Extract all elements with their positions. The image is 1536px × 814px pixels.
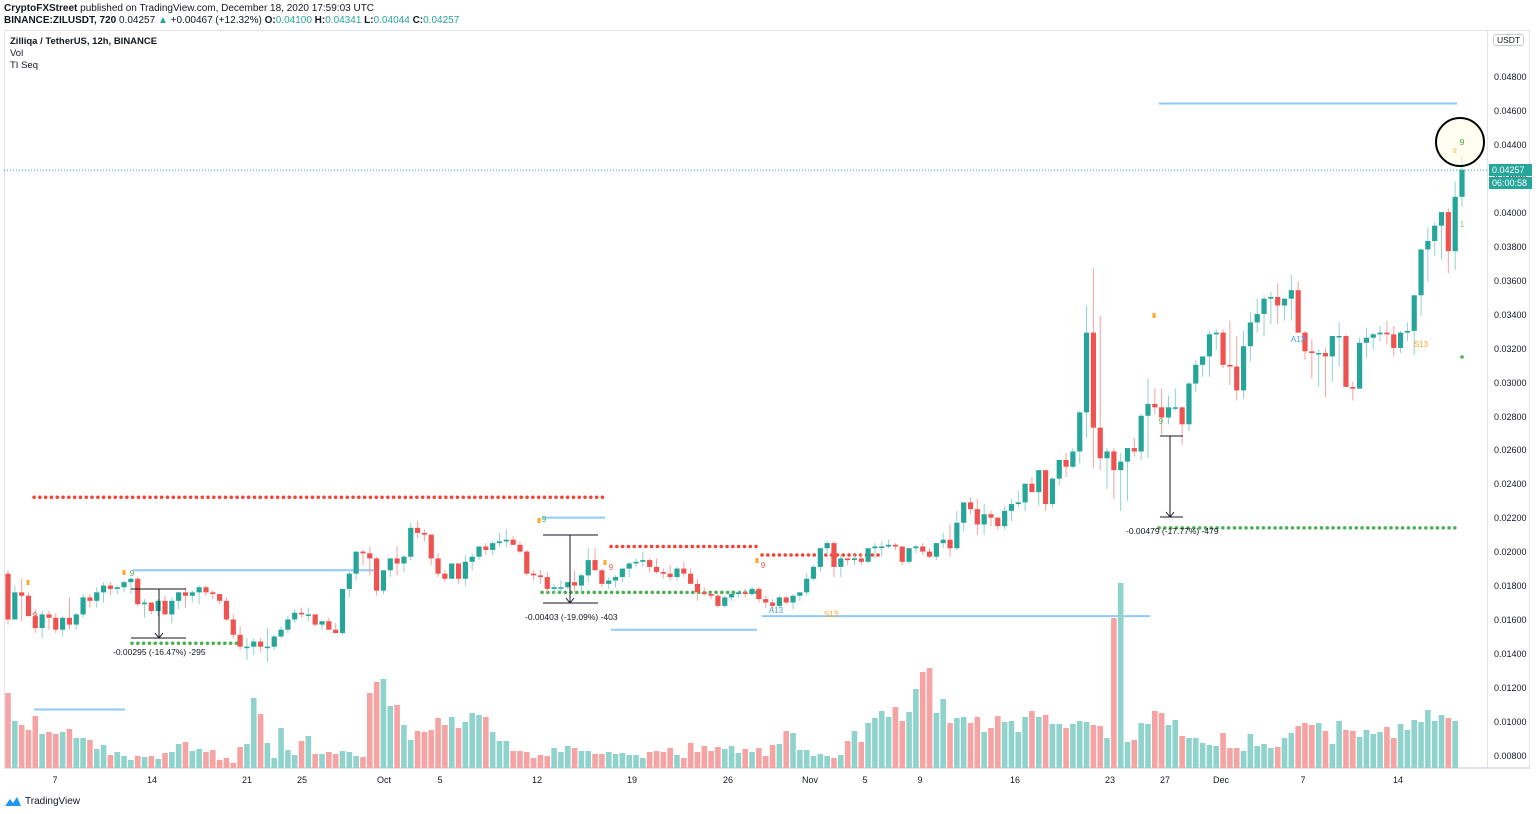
- svg-text:9: 9: [1159, 417, 1164, 426]
- low-value: 0.04044: [373, 15, 410, 26]
- svg-text:9: 9: [1460, 137, 1465, 147]
- price-tick-label: 0.03200: [1494, 343, 1527, 354]
- publish-info: CryptoFXStreet published on TradingView.…: [4, 3, 374, 14]
- svg-text:-0.00403 (-19.09%) -403: -0.00403 (-19.09%) -403: [525, 612, 618, 622]
- svg-text:9: 9: [542, 515, 547, 524]
- svg-text:S13: S13: [824, 610, 839, 619]
- price-tick-label: 0.01600: [1494, 615, 1527, 626]
- price-tick-label: 0.03800: [1494, 241, 1527, 252]
- time-tick-label: Dec: [1212, 775, 1230, 785]
- high-value: 0.04341: [325, 15, 362, 26]
- time-tick-label: 26: [722, 775, 734, 785]
- price-tick-label: 0.02000: [1494, 547, 1527, 558]
- currency-label[interactable]: USDT: [1493, 34, 1525, 46]
- chart-legend: Zilliqa / TetherUS, 12h, BINANCE Vol TI …: [10, 36, 157, 72]
- time-tick-label: 27: [1159, 775, 1171, 785]
- time-tick-label: 25: [296, 775, 308, 785]
- svg-text:1: 1: [1460, 220, 1465, 229]
- close-value: 0.04257: [423, 15, 460, 26]
- svg-text:9: 9: [609, 563, 614, 572]
- publisher-name[interactable]: CryptoFXStreet: [4, 3, 78, 14]
- svg-text:S13: S13: [1414, 340, 1429, 349]
- time-tick-label: 14: [1392, 775, 1404, 785]
- high-label: H:: [314, 15, 326, 26]
- legend-volume[interactable]: Vol: [10, 48, 24, 59]
- symbol-info: BINANCE:ZILUSDT, 720 0.04257 ▲ +0.00467 …: [4, 15, 459, 26]
- price-tick-label: 0.04600: [1494, 105, 1527, 116]
- time-tick-label: 5: [862, 775, 868, 785]
- price-tick-label: 0.01000: [1494, 717, 1527, 728]
- time-tick-label: 21: [241, 775, 253, 785]
- time-tick-label: 23: [1104, 775, 1116, 785]
- price-tick-label: 0.02800: [1494, 411, 1527, 422]
- price-tick-label: 0.02200: [1494, 513, 1527, 524]
- svg-text:9: 9: [33, 611, 38, 620]
- price-tick-label: 0.04400: [1494, 139, 1527, 150]
- time-tick-label: 14: [146, 775, 158, 785]
- price-tick-label: 0.03600: [1494, 275, 1527, 286]
- time-tick-label: Oct: [376, 775, 392, 785]
- svg-text:A13: A13: [1291, 335, 1306, 344]
- svg-text:-0.00479 (-17.77%) -479: -0.00479 (-17.77%) -479: [1126, 526, 1219, 536]
- svg-text:-0.00295 (-16.47%) -295: -0.00295 (-16.47%) -295: [113, 647, 206, 657]
- time-axis-divider: [4, 768, 1530, 769]
- price-tick-label: 0.04000: [1494, 207, 1527, 218]
- price-tick-label: 0.03400: [1494, 309, 1527, 320]
- low-label: L:: [364, 15, 374, 26]
- time-tick-label: 5: [437, 775, 443, 785]
- price-tick-label: 0.02400: [1494, 479, 1527, 490]
- time-tick-label: 7: [52, 775, 58, 785]
- svg-text:9: 9: [761, 561, 766, 570]
- legend-title[interactable]: Zilliqa / TetherUS, 12h, BINANCE: [10, 36, 158, 47]
- open-value: 0.04100: [275, 15, 312, 26]
- price-tick-label: 0.01400: [1494, 649, 1527, 660]
- tradingview-brand: TradingView: [25, 795, 81, 807]
- price-axis-divider: [1487, 30, 1488, 768]
- price-tick-label: 0.03000: [1494, 377, 1527, 388]
- price-tick-label: 0.01200: [1494, 683, 1527, 694]
- time-tick-label: 9: [917, 775, 923, 785]
- time-tick-label: Nov: [801, 775, 819, 785]
- tradingview-logo[interactable]: TradingView: [4, 795, 80, 807]
- publish-text: published on TradingView.com, December 1…: [77, 3, 375, 14]
- svg-text:9: 9: [130, 569, 135, 578]
- svg-text:A13: A13: [769, 606, 784, 615]
- countdown-tag: 06:00:58: [1489, 177, 1532, 189]
- price-tick-label: 0.00800: [1494, 751, 1527, 761]
- time-tick-label: 19: [626, 775, 638, 785]
- price-tick-label: 0.02600: [1494, 445, 1527, 456]
- legend-ti-seq[interactable]: TI Seq: [10, 60, 38, 71]
- open-label: O:: [264, 15, 276, 26]
- time-tick-label: 16: [1009, 775, 1021, 785]
- last-price: 0.04257: [119, 15, 156, 26]
- current-price-tag: 0.04257: [1489, 164, 1532, 176]
- price-tick-label: 0.01800: [1494, 581, 1527, 592]
- time-tick-label: 12: [531, 775, 543, 785]
- close-label: C:: [412, 15, 424, 26]
- price-change: +0.00467 (+12.32%): [170, 15, 262, 26]
- up-arrow-icon: ▲: [157, 15, 168, 26]
- price-tick-label: 0.04800: [1494, 72, 1527, 82]
- symbol: BINANCE:ZILUSDT, 720: [4, 15, 117, 26]
- tradingview-cloud-icon: [5, 797, 21, 806]
- time-tick-label: 7: [1300, 775, 1306, 785]
